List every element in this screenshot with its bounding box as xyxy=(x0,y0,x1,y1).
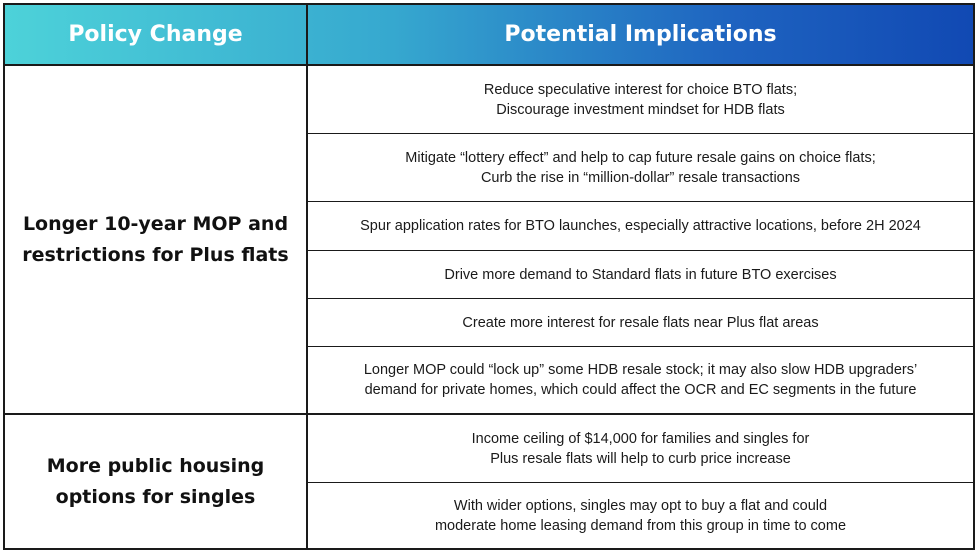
implication-text: Mitigate “lottery effect” and help to ca… xyxy=(405,149,876,186)
implication-text: Drive more demand to Standard flats in f… xyxy=(444,266,837,283)
table-header: Policy Change Potential Implications xyxy=(5,5,973,66)
implication-text: Income ceiling of $14,000 for families a… xyxy=(471,430,810,467)
implication-text: Spur application rates for BTO launches,… xyxy=(360,218,921,234)
implication-row: Reduce speculative interest for choice B… xyxy=(308,66,973,134)
policy-cell-singles: More public housing options for singles xyxy=(5,415,306,548)
policy-table: Policy Change Potential Implications Lon… xyxy=(3,3,975,550)
implication-row: Mitigate “lottery effect” and help to ca… xyxy=(308,134,973,202)
header-policy-change: Policy Change xyxy=(68,22,243,47)
implication-text: Reduce speculative interest for choice B… xyxy=(483,81,798,118)
column-divider xyxy=(306,5,308,548)
implication-row: With wider options, singles may opt to b… xyxy=(308,483,973,548)
implication-row: Longer MOP could “lock up” some HDB resa… xyxy=(308,347,973,413)
group-divider xyxy=(5,413,973,415)
policy-text: Longer 10-year MOP and restrictions for … xyxy=(22,212,289,266)
implication-text: With wider options, singles may opt to b… xyxy=(434,497,847,534)
implication-row: Drive more demand to Standard flats in f… xyxy=(308,251,973,299)
policy-cell-mop: Longer 10-year MOP and restrictions for … xyxy=(5,66,306,413)
implication-row: Create more interest for resale flats ne… xyxy=(308,299,973,347)
header-potential-implications: Potential Implications xyxy=(504,22,777,47)
implication-row: Spur application rates for BTO launches,… xyxy=(308,202,973,251)
implication-row: Income ceiling of $14,000 for families a… xyxy=(308,415,973,483)
policy-text: More public housing options for singles xyxy=(46,454,265,508)
implication-text: Create more interest for resale flats ne… xyxy=(462,314,819,331)
implication-text: Longer MOP could “lock up” some HDB resa… xyxy=(363,362,918,398)
